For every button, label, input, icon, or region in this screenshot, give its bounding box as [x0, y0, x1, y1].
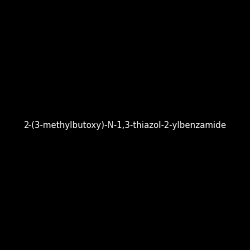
Text: 2-(3-methylbutoxy)-N-1,3-thiazol-2-ylbenzamide: 2-(3-methylbutoxy)-N-1,3-thiazol-2-ylben… [24, 120, 226, 130]
